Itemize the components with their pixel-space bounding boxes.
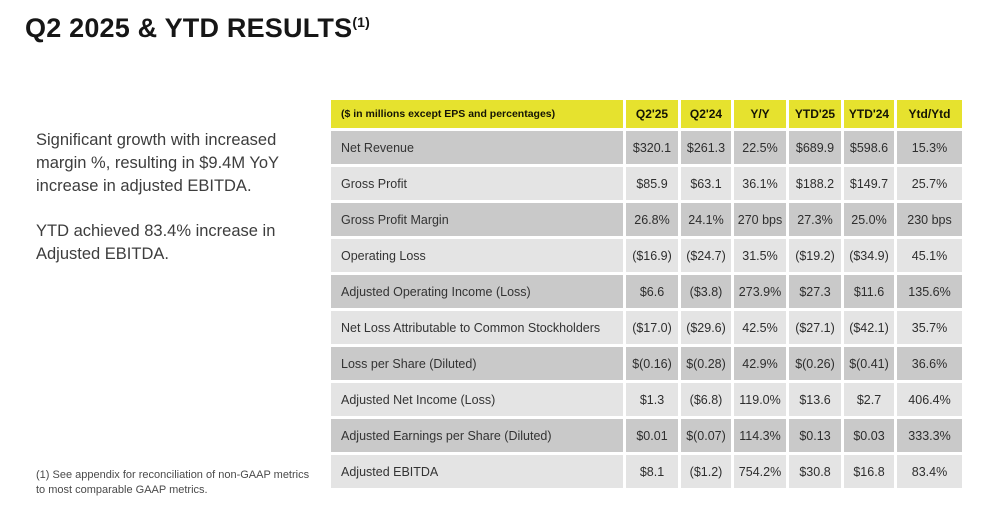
table-cell: ($42.1) [844, 311, 894, 344]
table-cell: $8.1 [626, 455, 678, 488]
highlight-paragraph-2: YTD achieved 83.4% increase in Adjusted … [36, 222, 276, 263]
table-row: Adjusted Earnings per Share (Diluted) $0.… [331, 419, 962, 452]
row-label: Adjusted Operating Income (Loss) [331, 275, 623, 308]
row-label: Net Revenue [331, 131, 623, 164]
table-cell: $0.13 [789, 419, 841, 452]
row-label: Adjusted EBITDA [331, 455, 623, 488]
table-cell: $85.9 [626, 167, 678, 200]
page-title: Q2 2025 & YTD RESULTS(1) [25, 13, 370, 44]
table-row: Gross Profit $85.9 $63.1 36.1% $188.2 $149.7 2… [331, 167, 962, 200]
table-cell: $13.6 [789, 383, 841, 416]
table-cell: ($27.1) [789, 311, 841, 344]
column-header-4: YTD'25 [789, 100, 841, 128]
highlights-block: Significant growth with increased margin… [36, 129, 292, 266]
financial-results-table: ($ in millions except EPS and percentage… [328, 97, 965, 491]
table-cell: 25.0% [844, 203, 894, 236]
table-cell: 36.1% [734, 167, 786, 200]
table-row: Adjusted Net Income (Loss) $1.3 ($6.8) 119.… [331, 383, 962, 416]
table-cell: $0.03 [844, 419, 894, 452]
table-header-row: ($ in millions except EPS and percentage… [331, 100, 962, 128]
table-cell: 31.5% [734, 239, 786, 272]
row-label: Net Loss Attributable to Common Stockhol… [331, 311, 623, 344]
table-cell: ($1.2) [681, 455, 731, 488]
table-row: Net Revenue $320.1 $261.3 22.5% $689.9 $598.6… [331, 131, 962, 164]
table-cell: $0.01 [626, 419, 678, 452]
table-cell: $2.7 [844, 383, 894, 416]
table-cell: ($34.9) [844, 239, 894, 272]
table-cell: 22.5% [734, 131, 786, 164]
footnote: (1) See appendix for reconciliation of n… [36, 469, 310, 496]
table-cell: $149.7 [844, 167, 894, 200]
table-cell: $30.8 [789, 455, 841, 488]
table-cell: $27.3 [789, 275, 841, 308]
table-cell: ($24.7) [681, 239, 731, 272]
table-row: Net Loss Attributable to Common Stockhol… [331, 311, 962, 344]
table-cell: ($29.6) [681, 311, 731, 344]
highlight-paragraph-1: Significant growth with increased margin… [36, 131, 279, 195]
table-cell: $16.8 [844, 455, 894, 488]
table-cell: $(0.26) [789, 347, 841, 380]
table-cell: 42.9% [734, 347, 786, 380]
table-row: Operating Loss ($16.9) ($24.7) 31.5% ($19.2)… [331, 239, 962, 272]
table-cell: 230 bps [897, 203, 962, 236]
row-label: Adjusted Net Income (Loss) [331, 383, 623, 416]
table-cell: $188.2 [789, 167, 841, 200]
table-cell: $1.3 [626, 383, 678, 416]
table-unit-note: ($ in millions except EPS and percentage… [331, 100, 623, 128]
table-cell: $11.6 [844, 275, 894, 308]
column-header-5: YTD'24 [844, 100, 894, 128]
table-cell: 26.8% [626, 203, 678, 236]
table-cell: 273.9% [734, 275, 786, 308]
row-label: Gross Profit [331, 167, 623, 200]
title-footnote-marker: (1) [352, 14, 371, 30]
column-header-2: Q2'24 [681, 100, 731, 128]
row-label: Adjusted Earnings per Share (Diluted) [331, 419, 623, 452]
table-cell: $(0.41) [844, 347, 894, 380]
table-row: Adjusted EBITDA $8.1 ($1.2) 754.2% $30.8 $16.… [331, 455, 962, 488]
table-cell: 754.2% [734, 455, 786, 488]
table-cell: 406.4% [897, 383, 962, 416]
table-row: Adjusted Operating Income (Loss) $6.6 ($3.… [331, 275, 962, 308]
table-cell: $320.1 [626, 131, 678, 164]
column-header-6: Ytd/Ytd [897, 100, 962, 128]
table-cell: $(0.16) [626, 347, 678, 380]
table-cell: 114.3% [734, 419, 786, 452]
table-cell: 45.1% [897, 239, 962, 272]
table-body: Net Revenue $320.1 $261.3 22.5% $689.9 $598.6… [331, 131, 962, 488]
table-cell: 270 bps [734, 203, 786, 236]
table-cell: 135.6% [897, 275, 962, 308]
table-cell: ($3.8) [681, 275, 731, 308]
page-title-text: Q2 2025 & YTD RESULTS [25, 13, 353, 43]
table-cell: 36.6% [897, 347, 962, 380]
table-cell: 119.0% [734, 383, 786, 416]
table-cell: 25.7% [897, 167, 962, 200]
column-header-1: Q2'25 [626, 100, 678, 128]
table-cell: $598.6 [844, 131, 894, 164]
table-row: Loss per Share (Diluted) $(0.16) $(0.28) 42… [331, 347, 962, 380]
table-cell: $(0.28) [681, 347, 731, 380]
table-row: Gross Profit Margin 26.8% 24.1% 270 bps 27.3… [331, 203, 962, 236]
table-cell: $63.1 [681, 167, 731, 200]
row-label: Operating Loss [331, 239, 623, 272]
row-label: Gross Profit Margin [331, 203, 623, 236]
table-cell: $261.3 [681, 131, 731, 164]
table-cell: ($6.8) [681, 383, 731, 416]
table-cell: ($17.0) [626, 311, 678, 344]
table-cell: ($19.2) [789, 239, 841, 272]
table-cell: $6.6 [626, 275, 678, 308]
table-cell: 27.3% [789, 203, 841, 236]
table-cell: $689.9 [789, 131, 841, 164]
table-cell: 333.3% [897, 419, 962, 452]
table-cell: $(0.07) [681, 419, 731, 452]
table-cell: 42.5% [734, 311, 786, 344]
column-header-3: Y/Y [734, 100, 786, 128]
table-cell: ($16.9) [626, 239, 678, 272]
row-label: Loss per Share (Diluted) [331, 347, 623, 380]
table-cell: 24.1% [681, 203, 731, 236]
table-cell: 83.4% [897, 455, 962, 488]
table-cell: 35.7% [897, 311, 962, 344]
table-cell: 15.3% [897, 131, 962, 164]
